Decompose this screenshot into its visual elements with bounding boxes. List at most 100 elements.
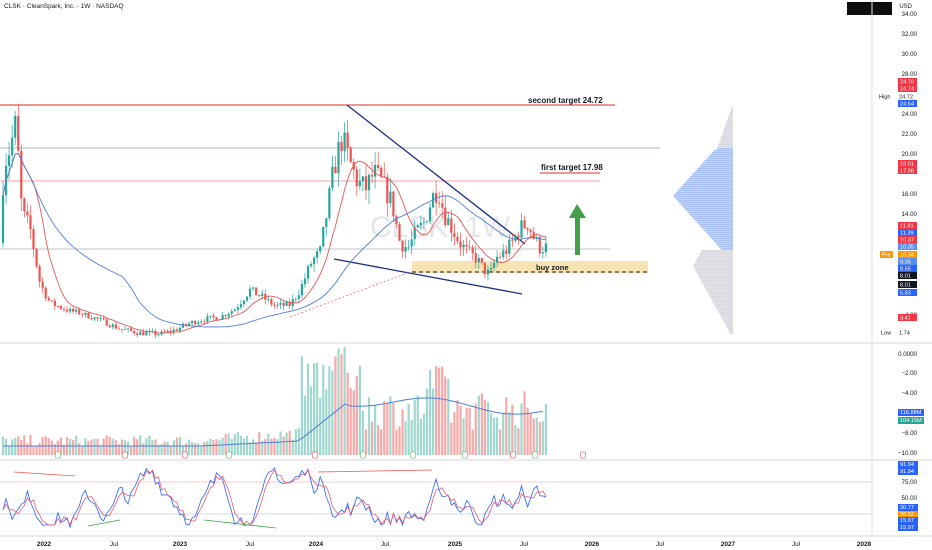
volume-bar [282, 436, 285, 455]
volume-bar [20, 440, 23, 455]
volume-bar [26, 443, 29, 455]
earnings-icon [532, 451, 538, 459]
candle-body [267, 299, 270, 300]
volume-profile-bar [700, 226, 733, 228]
volume-bar [248, 442, 252, 455]
volume-profile-bar [722, 132, 733, 134]
stoch-badge-label: 26.52 [900, 512, 914, 518]
volume-profile-bar [697, 274, 733, 276]
candle-body [139, 331, 142, 335]
volume-profile-bar [713, 150, 733, 152]
volume-bar [212, 439, 215, 455]
price-badge-label: 17.98 [900, 169, 914, 175]
candle-body [181, 323, 185, 328]
candle-body [453, 232, 456, 237]
candle-body [32, 229, 35, 250]
volume-profile-bar [700, 278, 733, 280]
candle-body [270, 299, 273, 305]
volume-profile [673, 108, 733, 334]
volume-bar [215, 439, 218, 455]
volume-bar [477, 395, 480, 455]
candle-body [297, 295, 300, 299]
price-badge [898, 314, 917, 321]
volume-profile-bar [719, 140, 733, 142]
price-badge-label: 8.01 [900, 283, 911, 289]
candle-body [175, 329, 178, 331]
volume-bar [453, 412, 456, 455]
candle-body [410, 239, 413, 247]
candle-body [346, 132, 349, 148]
stoch-axis-label: 75.00 [902, 479, 918, 486]
candle-body [462, 244, 465, 248]
volume-profile-bar [724, 126, 733, 128]
price-badge [898, 251, 917, 258]
candle-body [252, 287, 255, 289]
candle-body [401, 240, 404, 252]
price-axis-label: 16.00 [902, 191, 918, 198]
volume-bar [23, 435, 26, 455]
volume-profile-bar [709, 236, 733, 238]
volume-profile-bar [693, 218, 733, 220]
candle-body [480, 258, 483, 263]
stoch-badge-label: 91.94 [900, 462, 914, 468]
volume-profile-bar [719, 314, 733, 316]
candle-body [47, 298, 50, 301]
candle-body [245, 296, 249, 301]
candle-body [276, 304, 279, 306]
upper-trendline [346, 104, 526, 245]
volume-bar [349, 387, 352, 455]
candle-body [370, 174, 374, 177]
candle-body [319, 246, 322, 252]
chart-header: CLSK · CleanSpark, Inc. · 1W · NASDAQ [4, 3, 124, 10]
volume-bar [273, 437, 276, 455]
volume-bar [367, 397, 371, 455]
volume-profile-bar [704, 230, 733, 232]
divergence-line [317, 469, 433, 473]
volume-bar [334, 356, 337, 455]
price-badge-label: 11.81 [900, 224, 914, 230]
stoch-d-line [2, 468, 547, 526]
candle-body [84, 312, 87, 315]
candle-body [20, 150, 23, 199]
volume-profile-bar [714, 304, 733, 306]
volume-bar [252, 439, 255, 455]
price-axis-label: 22.00 [902, 131, 918, 138]
volume-profile-bar [706, 290, 733, 292]
volume-bar [499, 429, 502, 455]
candle-body [44, 287, 47, 299]
volume-bar [486, 402, 490, 455]
candle-body [230, 311, 233, 314]
candle-body [316, 251, 319, 258]
second-target-label: second target 24.72 [528, 96, 603, 105]
volume-profile-bar [694, 262, 733, 264]
volume-profile-bar [681, 204, 733, 206]
volume-profile-bar [711, 238, 733, 240]
volume-bar [328, 365, 331, 455]
price-badge-label: 18.01 [900, 162, 914, 168]
price-badge [898, 78, 917, 85]
volume-profile-bar [691, 216, 733, 218]
volume-bar [166, 441, 169, 455]
candle-body [377, 164, 380, 168]
earnings-icon [55, 451, 61, 459]
volume-profile-bar [688, 212, 733, 214]
volume-bar [303, 395, 307, 455]
volume-bar [337, 348, 340, 455]
volume-profile-bar [722, 318, 733, 320]
candle-body [59, 306, 63, 309]
volume-profile-bar [686, 180, 733, 182]
volume-bar [465, 407, 468, 455]
candle-body [157, 334, 160, 336]
candle-body [154, 331, 157, 336]
candle-body [425, 221, 429, 223]
volume-profile-bar [702, 282, 733, 284]
volume-bar [358, 365, 361, 455]
volume-profile-bar [695, 270, 733, 272]
price-badge [898, 229, 917, 236]
candle-body [508, 239, 511, 254]
price-badge-label: 24.64 [900, 102, 914, 108]
volume-profile-bar [691, 174, 733, 176]
first-target-label: first target 17.98 [541, 163, 603, 172]
candle-body [35, 249, 38, 267]
